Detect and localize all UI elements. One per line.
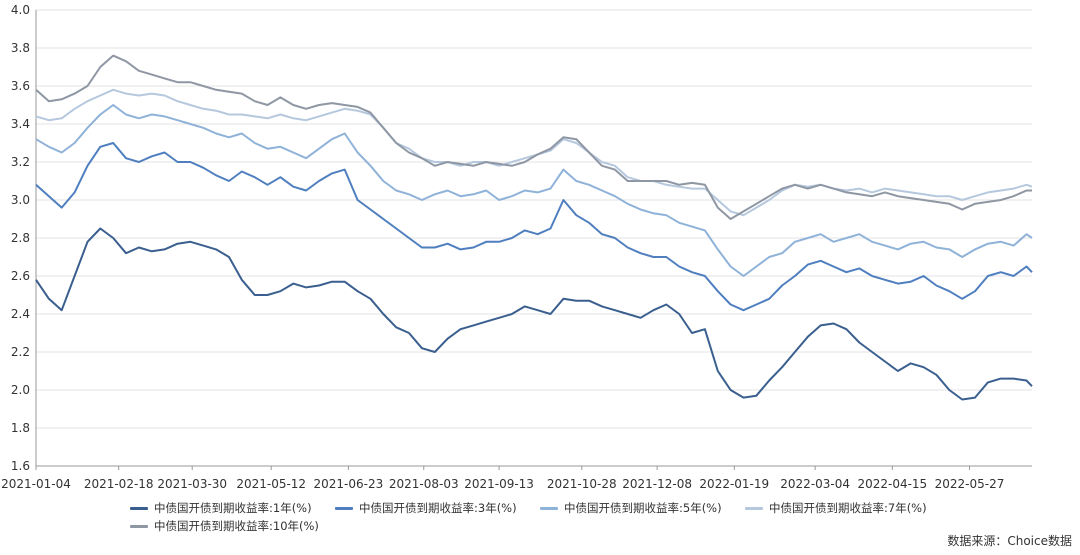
y-tick-label: 2.6 — [11, 269, 30, 283]
x-tick-label: 2021-08-03 — [389, 477, 459, 491]
x-tick-label: 2021-02-18 — [84, 477, 154, 491]
axes — [35, 10, 1032, 467]
data-source-note: 数据来源：Choice数据 — [947, 534, 1072, 548]
series-line-2 — [35, 142, 1033, 312]
y-tick-label: 3.0 — [11, 193, 30, 207]
y-tick-label: 2.0 — [11, 383, 30, 397]
legend-swatch — [130, 506, 148, 510]
x-axis-ticks: 2021-01-04 2021-02-18 2021-03-30 2021-05-12… — [1, 466, 1004, 491]
x-tick-label: 2022-03-04 — [780, 477, 850, 491]
y-tick-label: 1.8 — [11, 421, 30, 435]
x-tick-label: 2021-01-04 — [1, 477, 71, 491]
x-tick-label: 2021-06-23 — [314, 477, 384, 491]
y-tick-label: 1.6 — [11, 459, 30, 473]
x-tick-label: 2022-04-15 — [857, 477, 927, 491]
legend-swatch — [745, 506, 763, 510]
legend-swatch — [540, 506, 558, 510]
series-line-5 — [35, 54, 1032, 220]
y-tick-label: 3.2 — [11, 155, 30, 169]
legend-label: 中债国开债到期收益率:3年(%) — [359, 501, 517, 515]
legend-item-4: 中债国开债到期收益率:7年(%) — [745, 500, 927, 516]
legend-swatch — [130, 524, 148, 528]
grid-lines — [36, 9, 1032, 429]
x-tick-label: 2021-09-13 — [464, 477, 534, 491]
y-tick-label: 2.4 — [11, 307, 30, 321]
y-tick-label: 2.2 — [11, 345, 30, 359]
y-tick-label: 3.6 — [11, 79, 30, 93]
legend-label: 中债国开债到期收益率:10年(%) — [154, 519, 319, 533]
x-tick-label: 2021-12-08 — [622, 477, 692, 491]
legend-label: 中债国开债到期收益率:5年(%) — [564, 501, 722, 515]
legend-item-2: 中债国开债到期收益率:3年(%) — [335, 500, 517, 516]
x-tick-label: 2021-03-30 — [157, 477, 227, 491]
x-tick-label: 2021-05-12 — [236, 477, 306, 491]
legend-swatch — [335, 506, 353, 510]
y-tick-label: 3.4 — [11, 117, 30, 131]
legend-item-3: 中债国开债到期收益率:5年(%) — [540, 500, 722, 516]
x-tick-label: 2021-10-28 — [547, 477, 617, 491]
series-line-4 — [35, 88, 1033, 217]
y-axis-ticks: 1.6 1.8 2.0 2.2 2.4 2.6 2.8 3.0 3.2 3.4 3.6 3.8 4.0 — [11, 3, 30, 473]
y-tick-label: 2.8 — [11, 231, 30, 245]
series-line-3 — [35, 104, 1033, 277]
legend-item-1: 中债国开债到期收益率:1年(%) — [130, 500, 312, 516]
legend-label: 中债国开债到期收益率:7年(%) — [769, 501, 927, 515]
legend-label: 中债国开债到期收益率:1年(%) — [154, 501, 312, 515]
x-tick-label: 2022-05-27 — [935, 477, 1005, 491]
legend-item-5: 中债国开债到期收益率:10年(%) — [130, 518, 319, 534]
series-lines — [35, 54, 1033, 401]
x-tick-label: 2022-01-19 — [699, 477, 769, 491]
y-tick-label: 3.8 — [11, 41, 30, 55]
series-line-1 — [35, 227, 1033, 401]
y-tick-label: 4.0 — [11, 3, 30, 17]
